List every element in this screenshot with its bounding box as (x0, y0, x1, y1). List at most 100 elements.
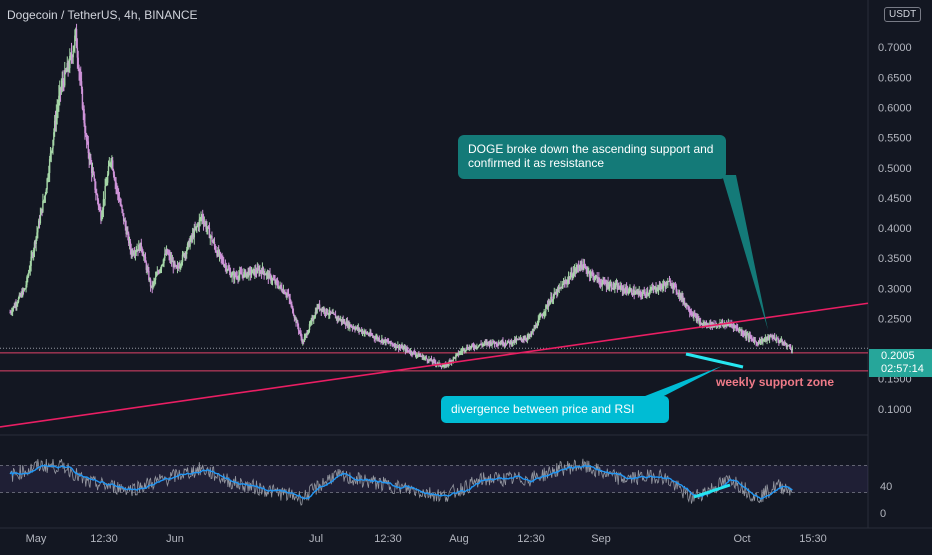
candle-body (140, 242, 143, 249)
candle-body (54, 120, 57, 125)
candle-body (503, 343, 506, 345)
candle-body (707, 323, 709, 327)
candle-body (274, 279, 276, 284)
candle-body (556, 291, 558, 295)
candle-body (637, 291, 640, 295)
candle-body (32, 250, 35, 256)
candle-body (429, 358, 432, 361)
candle-body (432, 360, 434, 363)
candle-body (58, 95, 60, 106)
candle-body (757, 343, 759, 345)
candle-body (127, 232, 129, 234)
candle-body (467, 349, 470, 351)
candle-body (487, 341, 490, 343)
candle-body (61, 80, 63, 87)
candle-body (681, 295, 683, 299)
candle-body (174, 262, 176, 266)
candle-body (96, 193, 98, 195)
divergence-callout[interactable]: divergence between price and RSI (441, 396, 669, 423)
candle-body (627, 291, 629, 293)
candle-body (345, 321, 348, 326)
candle-body (625, 287, 628, 291)
candle-body (778, 340, 780, 343)
candle-body (114, 179, 116, 182)
candle-body (599, 281, 602, 285)
resistance-callout[interactable]: DOGE broke down the ascending support an… (458, 135, 726, 179)
candle-body (163, 258, 165, 264)
candle-body (662, 285, 664, 288)
candle-body (39, 214, 42, 224)
candle-body (722, 324, 725, 326)
candle-body (46, 178, 48, 190)
candle-body (757, 340, 760, 345)
candle-body (224, 265, 227, 267)
candle-body (263, 271, 265, 275)
candle-body (387, 341, 389, 343)
candle-body (774, 339, 777, 341)
candle-body (394, 344, 397, 348)
candle-body (576, 266, 578, 270)
currency-badge[interactable]: USDT (884, 7, 922, 22)
candle-body (549, 300, 551, 305)
candle-body (603, 279, 605, 282)
candle-body (243, 272, 245, 277)
candle-body (787, 345, 789, 347)
candle-body (545, 305, 547, 312)
candle-body (186, 243, 189, 250)
candle-body (753, 340, 756, 343)
candle-body (226, 269, 228, 271)
candle-body (160, 265, 163, 269)
candle-body (257, 268, 259, 270)
candle-body (392, 345, 395, 347)
candle-body (13, 306, 15, 308)
candle-body (234, 273, 237, 276)
candle-body (316, 306, 318, 314)
candle-body (161, 264, 164, 266)
candle-body (127, 233, 130, 244)
candle-body (660, 283, 662, 287)
resistance-callout-pointer (722, 175, 768, 330)
rsi-ma-line (9, 464, 793, 500)
candle-body (506, 342, 508, 345)
candle-body (546, 304, 548, 306)
candle-body (561, 286, 563, 289)
candle-body (158, 272, 160, 274)
candle-body (141, 248, 143, 253)
candle-body (334, 314, 336, 316)
candle-body (64, 70, 67, 72)
candle-body (53, 132, 55, 140)
candle-body (121, 205, 123, 210)
candle-body (376, 336, 379, 340)
candle-body (520, 337, 523, 340)
candle-body (355, 327, 358, 329)
candle-body (646, 291, 649, 294)
candle-body (36, 232, 38, 237)
candle-body (477, 345, 480, 347)
candle-body (348, 322, 350, 328)
candle-body (563, 282, 566, 284)
candle-body (357, 327, 360, 330)
candle-body (319, 308, 322, 310)
candle-body (113, 174, 116, 180)
candle-body (191, 236, 193, 238)
candle-body (516, 339, 518, 341)
candle-body (437, 363, 439, 365)
candle-body (556, 288, 559, 295)
candle-body (254, 269, 257, 273)
candle-body (440, 366, 443, 368)
candle-body (458, 353, 460, 355)
candle-body (397, 345, 400, 349)
candle-body (464, 350, 466, 352)
candle-body (698, 318, 700, 323)
candle-body (617, 285, 619, 290)
candle-body (469, 346, 471, 348)
candle-body (89, 157, 91, 160)
candle-body (704, 323, 707, 326)
candle-body (445, 364, 447, 367)
candle-body (80, 81, 83, 90)
candle-body (311, 318, 313, 321)
candle-body (731, 324, 733, 326)
candle-body (536, 325, 539, 327)
